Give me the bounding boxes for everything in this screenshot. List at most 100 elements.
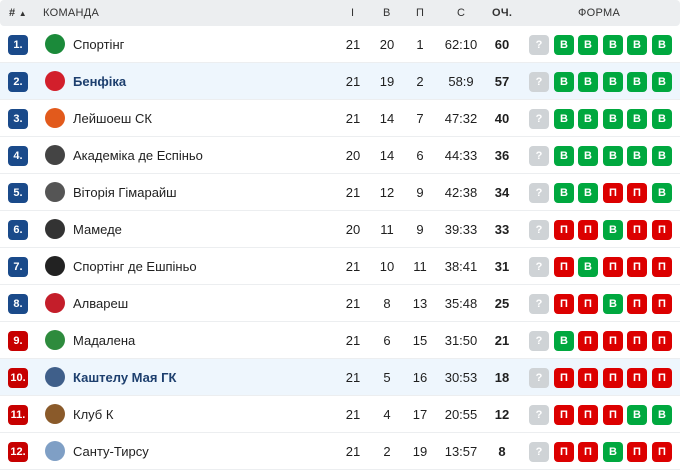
form-next-match[interactable]: ? bbox=[529, 257, 549, 277]
form-next-match[interactable]: ? bbox=[529, 368, 549, 388]
form-result[interactable]: В bbox=[652, 72, 672, 92]
form-result[interactable]: В bbox=[652, 35, 672, 55]
form-next-match[interactable]: ? bbox=[529, 146, 549, 166]
form-result[interactable]: П bbox=[554, 257, 574, 277]
form-next-match[interactable]: ? bbox=[529, 183, 549, 203]
team-name[interactable]: Спортінг bbox=[73, 37, 125, 52]
form-result[interactable]: П bbox=[627, 220, 647, 240]
form-result[interactable]: П bbox=[554, 220, 574, 240]
form-next-match[interactable]: ? bbox=[529, 294, 549, 314]
form-next-match[interactable]: ? bbox=[529, 442, 549, 462]
form-result[interactable]: В bbox=[554, 146, 574, 166]
form-result[interactable]: В bbox=[603, 35, 623, 55]
form-result[interactable]: П bbox=[627, 331, 647, 351]
form-result[interactable]: П bbox=[578, 405, 598, 425]
form-result[interactable]: П bbox=[652, 331, 672, 351]
team-name[interactable]: Алвареш bbox=[73, 296, 129, 311]
form-result[interactable]: В bbox=[578, 109, 598, 129]
form-result[interactable]: В bbox=[578, 35, 598, 55]
score-header[interactable]: С bbox=[457, 7, 466, 19]
form-result[interactable]: В bbox=[652, 109, 672, 129]
form-next-match[interactable]: ? bbox=[529, 405, 549, 425]
form-result[interactable]: П bbox=[554, 294, 574, 314]
form-result[interactable]: В bbox=[627, 35, 647, 55]
form-result[interactable]: П bbox=[652, 294, 672, 314]
form-result[interactable]: П bbox=[652, 368, 672, 388]
form-result[interactable]: В bbox=[603, 220, 623, 240]
team-name[interactable]: Мадалена bbox=[73, 333, 136, 348]
form-result[interactable]: В bbox=[554, 183, 574, 203]
form-result[interactable]: В bbox=[554, 109, 574, 129]
table-row[interactable]: 12. Санту-Тирсу 21 2 19 13:57 8 ? П П В П П bbox=[0, 433, 680, 470]
form-result[interactable]: П bbox=[652, 220, 672, 240]
form-result[interactable]: В bbox=[627, 72, 647, 92]
team-name[interactable]: Санту-Тирсу bbox=[73, 444, 149, 459]
form-result[interactable]: В bbox=[554, 72, 574, 92]
form-result[interactable]: В bbox=[578, 257, 598, 277]
form-result[interactable]: В bbox=[603, 109, 623, 129]
form-next-match[interactable]: ? bbox=[529, 220, 549, 240]
form-result[interactable]: П bbox=[554, 442, 574, 462]
form-result[interactable]: П bbox=[627, 368, 647, 388]
form-result[interactable]: В bbox=[627, 146, 647, 166]
points-header[interactable]: ОЧ. bbox=[492, 7, 513, 19]
form-result[interactable]: В bbox=[578, 183, 598, 203]
form-result[interactable]: В bbox=[603, 146, 623, 166]
table-row[interactable]: 7. Спортінг де Ешпіньо 21 10 11 38:41 31… bbox=[0, 248, 680, 285]
form-result[interactable]: П bbox=[554, 368, 574, 388]
lost-header[interactable]: П bbox=[416, 7, 425, 19]
sort-asc-icon[interactable]: ▲ bbox=[18, 9, 27, 18]
form-result[interactable]: П bbox=[627, 442, 647, 462]
form-result[interactable]: В bbox=[603, 442, 623, 462]
form-result[interactable]: П bbox=[652, 257, 672, 277]
form-result[interactable]: В bbox=[554, 35, 574, 55]
table-row[interactable]: 8. Алвареш 21 8 13 35:48 25 ? П П В П П bbox=[0, 285, 680, 322]
form-result[interactable]: П bbox=[603, 183, 623, 203]
table-row[interactable]: 3. Лейшоеш СК 21 14 7 47:32 40 ? В В В В В bbox=[0, 100, 680, 137]
played-header[interactable]: І bbox=[351, 7, 355, 19]
team-name[interactable]: Клуб К bbox=[73, 407, 114, 422]
table-row[interactable]: 11. Клуб К 21 4 17 20:55 12 ? П П П В В bbox=[0, 396, 680, 433]
form-result[interactable]: В bbox=[652, 183, 672, 203]
form-result[interactable]: П bbox=[578, 368, 598, 388]
team-name[interactable]: Лейшоеш СК bbox=[73, 111, 152, 126]
form-result[interactable]: П bbox=[627, 183, 647, 203]
table-row[interactable]: 1. Спортінг 21 20 1 62:10 60 ? В В В В В bbox=[0, 26, 680, 63]
team-name[interactable]: Каштелу Мая ГК bbox=[73, 370, 177, 385]
form-result[interactable]: П bbox=[627, 294, 647, 314]
rank-header[interactable]: # ▲ bbox=[9, 7, 27, 19]
form-result[interactable]: П bbox=[603, 331, 623, 351]
form-next-match[interactable]: ? bbox=[529, 331, 549, 351]
table-row[interactable]: 9. Мадалена 21 6 15 31:50 21 ? В П П П П bbox=[0, 322, 680, 359]
form-result[interactable]: В bbox=[652, 146, 672, 166]
form-result[interactable]: В bbox=[627, 109, 647, 129]
form-result[interactable]: П bbox=[554, 405, 574, 425]
team-name[interactable]: Спортінг де Ешпіньо bbox=[73, 259, 197, 274]
form-result[interactable]: В bbox=[554, 331, 574, 351]
form-result[interactable]: П bbox=[652, 442, 672, 462]
table-row[interactable]: 10. Каштелу Мая ГК 21 5 16 30:53 18 ? П П П… bbox=[0, 359, 680, 396]
form-result[interactable]: В bbox=[652, 405, 672, 425]
form-next-match[interactable]: ? bbox=[529, 109, 549, 129]
team-name[interactable]: Академіка де Еспіньо bbox=[73, 148, 203, 163]
table-row[interactable]: 2. Бенфіка 21 19 2 58:9 57 ? В В В В В bbox=[0, 63, 680, 100]
form-result[interactable]: П bbox=[578, 220, 598, 240]
table-row[interactable]: 4. Академіка де Еспіньо 20 14 6 44:33 36… bbox=[0, 137, 680, 174]
form-result[interactable]: В bbox=[578, 146, 598, 166]
form-result[interactable]: В bbox=[603, 294, 623, 314]
form-result[interactable]: В bbox=[603, 72, 623, 92]
form-result[interactable]: П bbox=[627, 257, 647, 277]
team-header[interactable]: КОМАНДА bbox=[43, 7, 100, 19]
form-result[interactable]: П bbox=[578, 442, 598, 462]
table-row[interactable]: 5. Віторія Гімарайш 21 12 9 42:38 34 ? В В… bbox=[0, 174, 680, 211]
form-result[interactable]: П bbox=[578, 294, 598, 314]
won-header[interactable]: В bbox=[383, 7, 391, 19]
table-row[interactable]: 6. Мамеде 20 11 9 39:33 33 ? П П В П П bbox=[0, 211, 680, 248]
form-result[interactable]: П bbox=[578, 331, 598, 351]
form-result[interactable]: П bbox=[603, 368, 623, 388]
form-next-match[interactable]: ? bbox=[529, 72, 549, 92]
form-result[interactable]: В bbox=[627, 405, 647, 425]
team-name[interactable]: Бенфіка bbox=[73, 74, 127, 89]
form-next-match[interactable]: ? bbox=[529, 35, 549, 55]
form-result[interactable]: П bbox=[603, 405, 623, 425]
